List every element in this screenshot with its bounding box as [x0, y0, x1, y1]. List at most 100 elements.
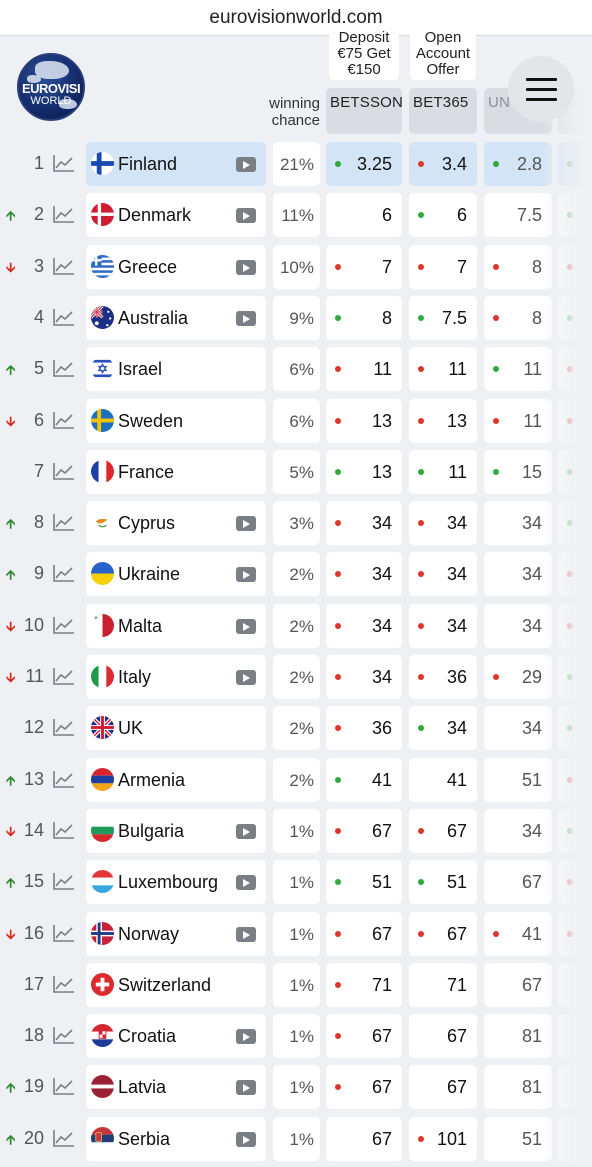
odds-cell[interactable]: 34 [326, 603, 402, 648]
odds-cell[interactable] [558, 1014, 592, 1059]
country-cell-croatia[interactable]: Croatia [86, 1014, 266, 1059]
table-row[interactable]: 🡫 16 Norway 1% 67 67 41 [0, 909, 592, 960]
odds-cell[interactable]: 11 [326, 347, 402, 392]
odds-history-chart-icon[interactable] [53, 462, 75, 480]
odds-history-chart-icon[interactable] [53, 257, 75, 275]
table-row[interactable]: 🡫 14 Bulgaria 1% 67 67 34 [0, 806, 592, 857]
country-cell-luxembourg[interactable]: Luxembourg [86, 860, 266, 905]
play-video-icon[interactable] [236, 310, 256, 326]
table-row[interactable]: 🡫 11 Italy 2% 34 36 29 [0, 652, 592, 703]
table-row[interactable]: 7 France 5% 13 11 15 [0, 447, 592, 498]
odds-cell[interactable]: 29 [484, 655, 552, 699]
odds-cell[interactable] [558, 193, 592, 238]
odds-cell[interactable]: 34 [484, 501, 552, 546]
odds-cell[interactable]: 3.25 [326, 142, 402, 186]
play-video-icon[interactable] [236, 670, 256, 685]
odds-cell[interactable] [558, 655, 592, 699]
table-row[interactable]: 18 Croatia 1% 67 67 81 [0, 1011, 592, 1062]
odds-history-chart-icon[interactable] [53, 308, 75, 326]
odds-cell[interactable] [558, 398, 592, 443]
odds-history-chart-icon[interactable] [53, 359, 75, 377]
browser-url-bar[interactable]: eurovisionworld.com [0, 0, 592, 36]
table-row[interactable]: 🡩 2 Denmark 11% 6 6 7.5 [0, 190, 592, 241]
odds-cell[interactable]: 51 [409, 860, 477, 905]
play-video-icon[interactable] [236, 157, 256, 172]
play-video-icon[interactable] [236, 823, 256, 839]
odds-cell[interactable]: 34 [484, 552, 552, 597]
bookmaker-header-betsson[interactable]: BETSSON [326, 88, 403, 134]
odds-cell[interactable]: 51 [484, 757, 552, 802]
odds-cell[interactable]: 67 [326, 911, 402, 956]
odds-cell[interactable]: 13 [326, 449, 402, 494]
country-cell-norway[interactable]: Norway [86, 911, 266, 956]
play-video-icon[interactable] [236, 875, 256, 891]
odds-cell[interactable]: 71 [409, 962, 477, 1007]
odds-cell[interactable] [558, 347, 592, 392]
odds-cell[interactable] [558, 1065, 592, 1110]
odds-cell[interactable] [558, 860, 592, 905]
odds-cell[interactable]: 34 [326, 501, 402, 546]
odds-history-chart-icon[interactable] [53, 616, 75, 634]
odds-cell[interactable]: 34 [484, 603, 552, 648]
odds-cell[interactable] [558, 295, 592, 340]
country-cell-armenia[interactable]: Armenia [86, 757, 266, 802]
odds-history-chart-icon[interactable] [53, 1026, 75, 1044]
country-cell-italy[interactable]: Italy [86, 655, 266, 699]
odds-cell[interactable]: 8 [484, 244, 552, 289]
odds-history-chart-icon[interactable] [53, 872, 75, 890]
odds-cell[interactable]: 8 [326, 295, 402, 340]
play-video-icon[interactable] [236, 1029, 256, 1045]
odds-history-chart-icon[interactable] [53, 1077, 75, 1096]
odds-cell[interactable]: 34 [484, 706, 552, 751]
table-row[interactable]: 🡩 8 Cyprus 3% 34 34 34 [0, 498, 592, 549]
odds-cell[interactable]: 34 [326, 655, 402, 699]
odds-cell[interactable]: 7 [409, 244, 477, 289]
odds-history-chart-icon[interactable] [53, 411, 75, 429]
odds-cell[interactable]: 67 [326, 1065, 402, 1110]
country-cell-australia[interactable]: Australia [86, 295, 266, 340]
odds-cell[interactable]: 41 [484, 911, 552, 956]
table-row[interactable]: 🡩 13 Armenia 2% 41 41 51 [0, 755, 592, 806]
odds-cell[interactable]: 67 [326, 1116, 402, 1161]
play-video-icon[interactable] [236, 618, 256, 634]
play-video-icon[interactable] [236, 1080, 256, 1096]
play-video-icon[interactable] [236, 516, 256, 532]
table-row[interactable]: 12 UK 2% 36 34 34 [0, 703, 592, 754]
table-row[interactable]: 🡫 10 Malta 2% 34 34 34 [0, 601, 592, 652]
odds-cell[interactable]: 67 [484, 860, 552, 905]
odds-cell[interactable] [558, 552, 592, 597]
play-video-icon[interactable] [236, 259, 256, 275]
odds-cell[interactable]: 67 [409, 1014, 477, 1059]
odds-cell[interactable]: 13 [409, 398, 477, 443]
odds-cell[interactable]: 67 [409, 1065, 477, 1110]
odds-cell[interactable]: 3.4 [409, 142, 477, 186]
odds-cell[interactable] [558, 501, 592, 546]
odds-cell[interactable]: 34 [409, 603, 477, 648]
odds-cell[interactable] [558, 603, 592, 648]
odds-history-chart-icon[interactable] [53, 1129, 75, 1147]
odds-cell[interactable]: 7.5 [409, 295, 477, 340]
odds-cell[interactable]: 11 [484, 347, 552, 392]
odds-cell[interactable]: 41 [326, 757, 402, 802]
odds-cell[interactable]: 67 [409, 808, 477, 853]
country-cell-finland[interactable]: Finland [86, 142, 266, 186]
odds-cell[interactable]: 51 [326, 860, 402, 905]
odds-cell[interactable] [558, 911, 592, 956]
odds-cell[interactable]: 81 [484, 1065, 552, 1110]
odds-history-chart-icon[interactable] [53, 821, 75, 839]
odds-cell[interactable] [558, 449, 592, 494]
country-cell-latvia[interactable]: Latvia [86, 1065, 266, 1110]
odds-cell[interactable] [558, 757, 592, 802]
odds-history-chart-icon[interactable] [53, 718, 75, 737]
odds-cell[interactable]: 67 [484, 962, 552, 1007]
odds-cell[interactable]: 41 [409, 757, 477, 802]
odds-history-chart-icon[interactable] [53, 770, 75, 788]
odds-cell[interactable]: 34 [484, 808, 552, 853]
odds-history-chart-icon[interactable] [53, 667, 75, 685]
odds-cell[interactable]: 11 [409, 449, 477, 494]
table-row[interactable]: 🡩 9 Ukraine 2% 34 34 34 [0, 549, 592, 600]
odds-history-chart-icon[interactable] [53, 975, 75, 993]
odds-cell[interactable]: 34 [409, 706, 477, 751]
odds-cell[interactable]: 6 [326, 193, 402, 238]
odds-cell[interactable]: 67 [326, 808, 402, 853]
